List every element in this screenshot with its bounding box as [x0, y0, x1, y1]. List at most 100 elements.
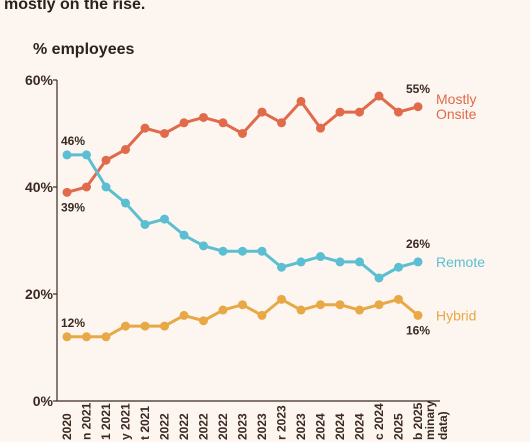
data-point	[238, 246, 247, 256]
data-point	[218, 118, 228, 128]
data-point	[101, 332, 111, 342]
data-point	[82, 182, 91, 192]
data-point	[160, 214, 169, 224]
data-point	[257, 246, 267, 256]
y-tick-label: 20%	[25, 286, 54, 302]
axes: 0% 20% 40% 60% 2020 n 2021 1 2021 y 2021 t 2021 2…	[25, 72, 450, 440]
data-point	[394, 107, 403, 117]
data-point	[179, 310, 189, 320]
data-point	[179, 230, 189, 240]
series-line	[67, 153, 419, 280]
data-point	[179, 118, 189, 128]
x-tick-label: 2022	[158, 413, 172, 440]
x-tick-label: 2023	[294, 413, 308, 440]
data-point	[101, 182, 111, 192]
x-tick-label: 2024	[333, 413, 347, 440]
series-line	[66, 94, 419, 194]
data-point	[316, 300, 325, 310]
x-tick-label: n 2021	[80, 402, 94, 440]
data-point	[101, 155, 111, 165]
data-point	[121, 145, 130, 155]
y-tick-label: 40%	[25, 179, 54, 195]
data-point	[394, 294, 403, 304]
data-point	[355, 257, 364, 267]
data-point	[277, 118, 286, 128]
series-name-label: Onsite	[436, 106, 477, 122]
data-point	[277, 294, 286, 304]
data-point	[140, 123, 150, 133]
data-point	[238, 129, 247, 138]
y-tick-label: 0%	[33, 393, 54, 409]
x-axis-footnote: data)	[436, 411, 450, 440]
data-point	[257, 310, 267, 320]
data-label: 16%	[406, 323, 430, 337]
data-point	[121, 198, 130, 208]
data-label: 46%	[61, 134, 85, 148]
x-tick-label: 2022	[197, 413, 211, 440]
data-point	[257, 107, 267, 117]
series-name-label: Hybrid	[436, 307, 476, 323]
x-tick-label: 2022	[216, 413, 230, 440]
series-name-label: Mostly	[436, 91, 476, 107]
x-tick-label: 2024	[314, 413, 328, 440]
data-point	[374, 91, 384, 101]
data-point	[296, 257, 306, 267]
x-tick-label: 1 2021	[99, 403, 113, 440]
data-point	[140, 219, 150, 229]
data-point	[335, 300, 345, 310]
data-point	[82, 150, 91, 160]
series-name-label: Remote	[436, 254, 485, 270]
data-point	[140, 321, 150, 331]
data-point	[62, 332, 72, 342]
data-point	[277, 262, 286, 272]
x-tick-label: 2025	[392, 413, 406, 440]
x-tick-label: 2024	[353, 413, 367, 440]
x-tick-label: 2020	[60, 413, 74, 440]
data-point	[335, 107, 345, 117]
data-point	[160, 321, 169, 331]
x-tick-label: r 2023	[275, 405, 289, 440]
data-point	[335, 257, 345, 267]
data-point	[199, 241, 208, 251]
data-label: 55%	[406, 82, 430, 96]
data-point	[218, 305, 228, 315]
data-point	[218, 246, 228, 256]
data-point	[413, 102, 423, 112]
data-point	[82, 332, 91, 342]
data-point	[199, 316, 208, 326]
data-point	[296, 305, 306, 315]
data-point	[374, 273, 384, 283]
data-point	[62, 187, 72, 197]
data-point	[316, 123, 325, 133]
x-tick-label: t 2021	[138, 406, 152, 440]
data-label: 12%	[61, 316, 85, 330]
data-point	[355, 305, 364, 315]
data-point	[394, 262, 403, 272]
chart-subtitle: mostly on the rise.	[4, 0, 146, 13]
data-point	[413, 257, 423, 267]
x-tick-label: b 2025	[411, 402, 425, 440]
data-point	[316, 252, 325, 262]
data-point	[296, 96, 306, 106]
x-axis-footnote: minary	[423, 400, 437, 440]
data-point	[62, 150, 72, 160]
data-point	[374, 300, 384, 310]
data-point	[413, 310, 423, 320]
data-point	[160, 129, 169, 138]
x-tick-label: c 2024	[372, 403, 386, 440]
series-layer	[62, 91, 423, 342]
data-point	[199, 112, 208, 122]
x-tick-label: 2022	[177, 413, 191, 440]
data-point	[355, 107, 364, 117]
data-label: 39%	[61, 200, 85, 214]
x-tick-label: y 2021	[119, 403, 133, 440]
x-tick-label: 2023	[236, 413, 250, 440]
y-tick-label: 60%	[25, 72, 54, 88]
y-axis-label: % employees	[33, 41, 135, 58]
data-point	[238, 300, 247, 310]
x-tick-label: 2023	[255, 413, 269, 440]
data-label: 26%	[406, 237, 430, 251]
data-point	[121, 321, 130, 331]
